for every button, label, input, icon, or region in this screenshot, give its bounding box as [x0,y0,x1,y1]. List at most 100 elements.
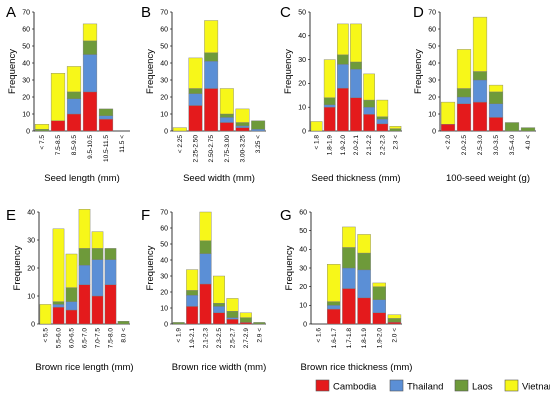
y-tick-label: 0 [31,321,35,328]
y-tick-label: 50 [160,241,168,248]
bar-thailand-3 [342,267,356,289]
bar-cambodia-4 [213,312,225,325]
x-tick-label: 10.5-11.5 [103,135,110,162]
bar-vietnam-3 [342,226,356,248]
x-axis-title: Brown rice length (mm) [35,362,133,373]
bar-cambodia-6 [239,322,252,325]
y-tick-label: 30 [160,77,168,84]
x-tick-label: < 1.9 [176,328,183,343]
panel-letter-f: F [141,207,150,224]
y-tick-label: 20 [27,265,35,272]
y-tick-label: 10 [22,111,30,118]
bar-vietnam-4 [213,275,225,304]
bar-laos-3 [337,54,349,65]
panel-c: C 0 10 20 30 40 50 Frequency < 1.8 1.8-1.9 1.9-2.0… [280,4,402,184]
x-tick-label: 1.9-2.0 [340,135,347,156]
x-tick-label: 2.5-3.0 [477,135,484,156]
y-tick-label: 70 [428,9,436,16]
bar-thailand-4 [488,103,504,118]
x-tick-label: 2.75-3.00 [224,135,231,163]
legend-swatch-cambodia [315,379,330,392]
bar-cambodia-4 [350,97,362,132]
bar-cambodia-3 [342,288,356,325]
bar-vietnam-5 [372,282,386,287]
bar-laos-6 [239,317,252,323]
bar-vietnam-6 [239,312,252,318]
bar-cambodia-2 [323,106,336,132]
y-tick-label: 30 [298,57,306,64]
y-tick-label: 30 [160,273,168,280]
y-tick-label: 20 [299,284,307,291]
y-tick-label: 70 [22,9,30,16]
x-tick-label: 1.8-1.9 [327,135,334,156]
bar-laos-4 [82,40,98,55]
x-axis-title: Brown rice thickness (mm) [301,362,413,373]
bar-laos-1 [34,129,50,132]
x-tick-label: < 1.8 [314,135,321,150]
bar-laos-4 [219,113,234,118]
y-tick-label: 70 [160,209,168,216]
y-tick-label: 0 [164,128,168,135]
bar-vietnam-3 [472,16,488,72]
x-axis-title: Brown rice width (mm) [172,362,267,373]
y-tick-label: 60 [22,26,30,33]
bar-laos-7 [117,321,130,325]
bar-vietnam-7 [389,126,402,129]
bar-cambodia-3 [66,113,82,132]
bar-cambodia-2 [52,307,65,325]
bar-vietnam-2 [186,269,199,291]
y-tick-label: 10 [299,303,307,310]
bar-cambodia-2 [188,105,203,132]
x-tick-label: 1.6-1.7 [331,328,338,349]
x-tick-label: 11.5 < [119,135,126,153]
bar-vietnam-2 [50,72,66,121]
bar-cambodia-3 [199,283,212,325]
bar-thailand-5 [235,125,250,128]
bar-vietnam-1 [310,121,323,132]
y-tick-label: 50 [298,9,306,16]
bar-laos-5 [363,99,375,108]
y-tick-label: 20 [22,94,30,101]
bar-thailand-2 [186,295,199,307]
x-tick-label: 5.5-6.0 [56,328,63,349]
bar-vietnam-4 [82,23,98,42]
bar-thailand-4 [82,54,98,93]
x-tick-label: 8.0 < [121,328,128,343]
bar-vietnam-5 [91,231,104,249]
bar-thailand-4 [357,269,371,299]
panel-letter-a: A [6,4,16,21]
bar-thailand-5 [91,259,104,297]
y-tick-label: 40 [298,33,306,40]
bar-vietnam-6 [376,99,389,117]
y-tick-label: 10 [428,111,436,118]
bar-vietnam-1 [440,101,456,125]
x-tick-label: 3.00-3.25 [240,135,247,163]
y-tick-label: 0 [303,321,307,328]
bar-thailand-3 [337,64,349,89]
bar-laos-4 [357,252,371,271]
x-tick-label: 4.0 < [525,135,532,150]
y-axis-title: Frequency [145,49,156,94]
bar-laos-6 [251,120,266,130]
panel-a: A 0 10 20 30 40 50 60 70 Frequency < 7.5 7.5-8.5 8.5… [6,4,130,184]
bar-thailand-4 [213,306,225,313]
bar-cambodia-2 [327,308,341,325]
y-tick-label: 50 [22,43,30,50]
legend-label-thailand: Thailand [407,382,443,393]
x-axis-title: Seed width (mm) [183,173,255,184]
y-tick-label: 0 [164,321,168,328]
panel-letter-c: C [280,4,291,21]
bar-laos-2 [186,290,199,296]
y-tick-label: 30 [428,77,436,84]
y-axis-title: Frequency [12,245,23,290]
legend: Cambodia Thailand Laos Vietnam [315,379,550,393]
bar-vietnam-2 [188,57,203,89]
x-tick-label: 3.25 < [255,135,262,153]
x-tick-label: 2.0 < [391,328,398,343]
bar-vietnam-2 [323,59,336,98]
bar-thailand-3 [472,79,488,103]
bar-cambodia-4 [78,284,91,325]
legend-swatch-vietnam [504,379,519,392]
bar-thailand-3 [65,301,78,311]
